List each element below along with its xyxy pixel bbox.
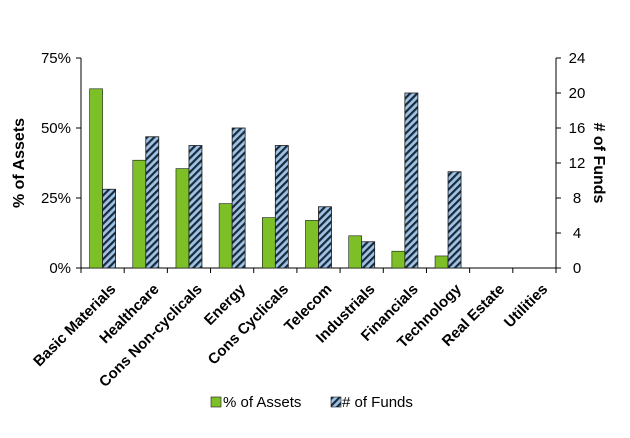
category-label: Cons Cyclicals: [205, 281, 292, 368]
bar-pct-assets: [175, 168, 190, 269]
left-tick-label: 50%: [41, 120, 71, 137]
left-tick-label: 75%: [41, 50, 71, 67]
right-tick-label: 12: [569, 155, 586, 172]
bar-num-funds: [404, 92, 419, 269]
bar-num-funds: [102, 188, 116, 269]
right-tick-label: 16: [569, 120, 586, 137]
bar-num-funds: [188, 145, 203, 269]
bar-num-funds: [231, 127, 246, 269]
bar-pct-assets: [89, 88, 103, 269]
bar-pct-assets: [305, 220, 319, 269]
bar-pct-assets: [391, 250, 406, 269]
right-tick-label: 4: [573, 225, 581, 242]
right-tick-label: 0: [573, 260, 581, 277]
bar-num-funds: [318, 206, 332, 269]
bar-pct-assets: [132, 159, 147, 269]
bar-pct-assets: [262, 217, 276, 269]
left-tick-label: 0%: [49, 260, 71, 277]
right-tick-label: 8: [573, 190, 581, 207]
bar-pct-assets: [218, 203, 233, 269]
bar-num-funds: [361, 241, 376, 269]
bar-num-funds: [447, 171, 462, 269]
right-tick-label: 24: [569, 50, 586, 67]
y2-axis-title: # of Funds: [590, 123, 607, 204]
legend-label-pct-assets: % of Assets: [223, 394, 301, 411]
bar-num-funds: [145, 136, 160, 269]
y-axis-title: % of Assets: [11, 118, 28, 208]
legend-swatch-pct-assets: [210, 396, 222, 408]
bar-pct-assets: [348, 235, 362, 269]
right-tick-label: 20: [569, 85, 586, 102]
legend-label-num-funds: # of Funds: [342, 394, 413, 411]
category-label: Utilities: [501, 281, 551, 331]
legend-swatch-num-funds: [330, 396, 342, 408]
bar-num-funds: [274, 145, 289, 269]
bar-pct-assets: [434, 255, 449, 269]
left-tick-label: 25%: [41, 190, 71, 207]
